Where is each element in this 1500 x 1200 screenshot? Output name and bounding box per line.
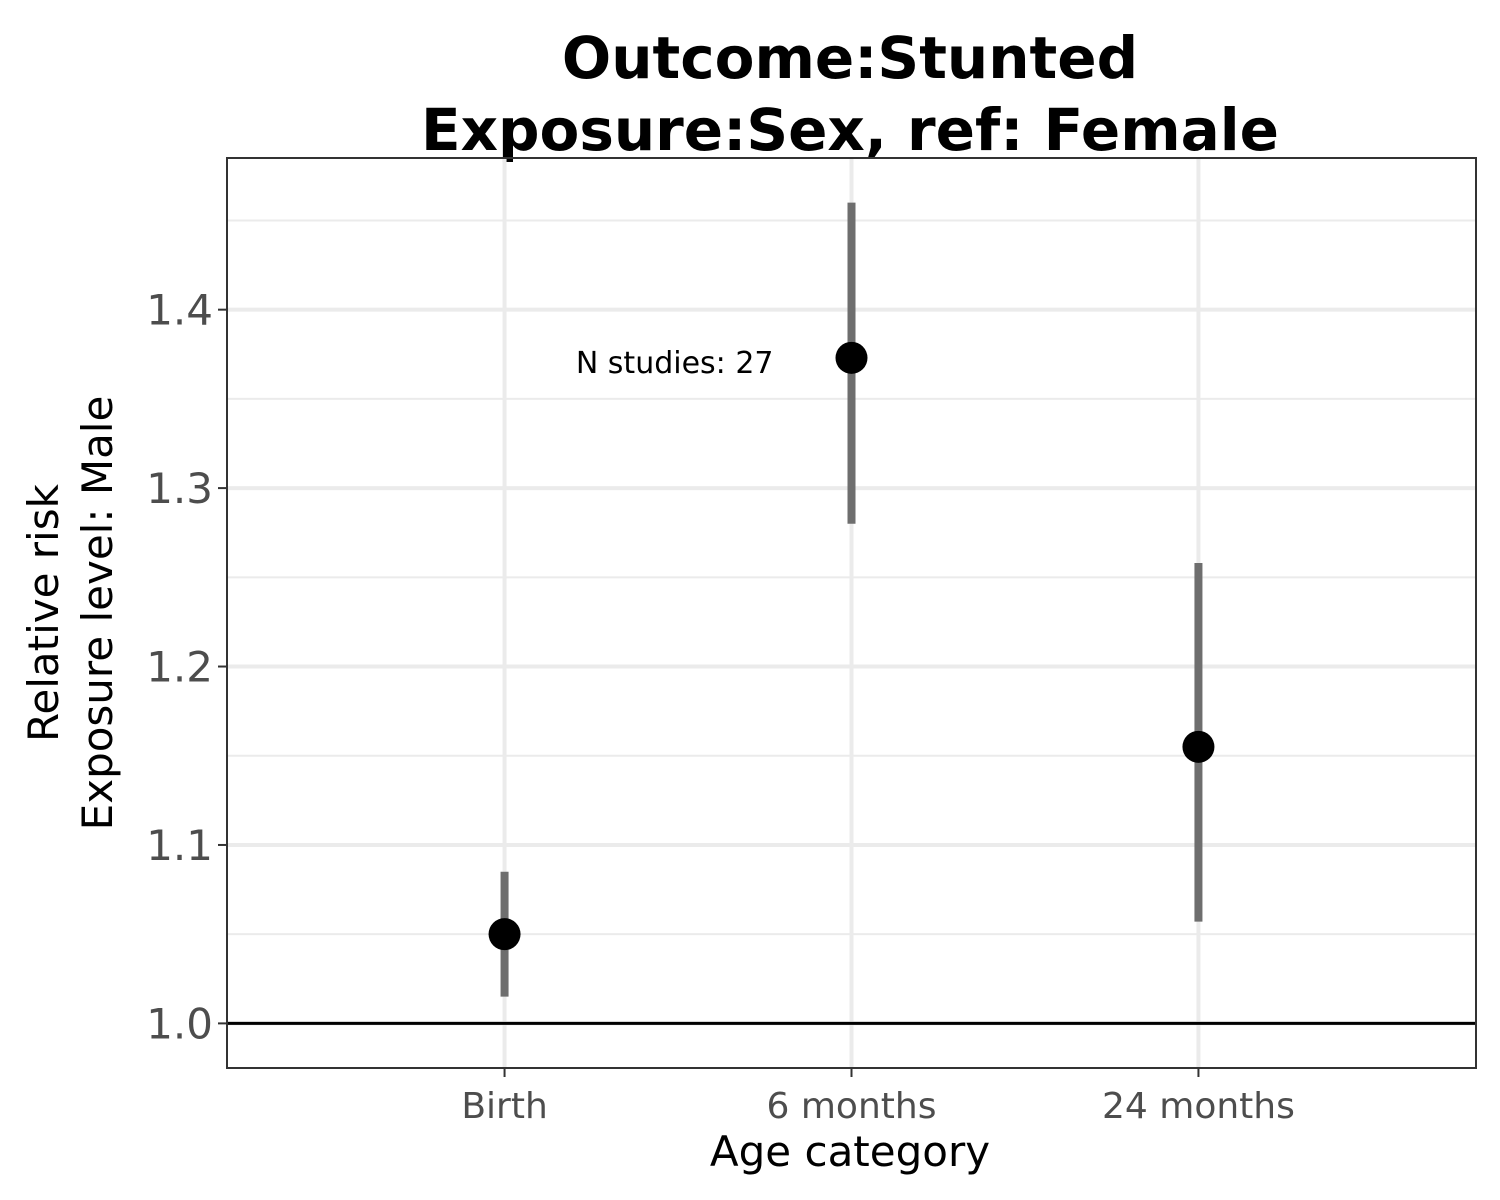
- chart-title-line-1: Outcome:Stunted: [562, 24, 1138, 92]
- chart-title-line-2: Exposure:Sex, ref: Female: [421, 96, 1279, 164]
- n-studies-annotation: N studies: 27: [576, 346, 774, 381]
- annotations: N studies: 27: [576, 346, 774, 381]
- x-tick-label: 6 months: [767, 1086, 937, 1127]
- estimate-point: [835, 341, 868, 374]
- y-tick-label: 1.3: [146, 464, 213, 513]
- x-axis-title: Age category: [710, 1127, 990, 1176]
- y-axis-ticks: 1.0 1.1 1.2 1.3 1.4: [146, 286, 227, 1048]
- y-axis-title-line-1: Relative risk: [19, 483, 68, 742]
- estimate-points: [488, 341, 1215, 951]
- estimate-point: [488, 918, 521, 951]
- y-tick-label: 1.0: [146, 999, 213, 1048]
- estimate-point: [1182, 730, 1215, 763]
- y-tick-label: 1.2: [146, 643, 213, 692]
- y-axis-title-line-2: Exposure level: Male: [73, 396, 122, 831]
- y-tick-label: 1.1: [146, 821, 213, 870]
- x-tick-label: 24 months: [1102, 1086, 1295, 1127]
- x-tick-label: Birth: [461, 1086, 547, 1127]
- y-tick-label: 1.4: [146, 286, 213, 335]
- x-axis-ticks: Birth 6 months 24 months: [461, 1068, 1295, 1127]
